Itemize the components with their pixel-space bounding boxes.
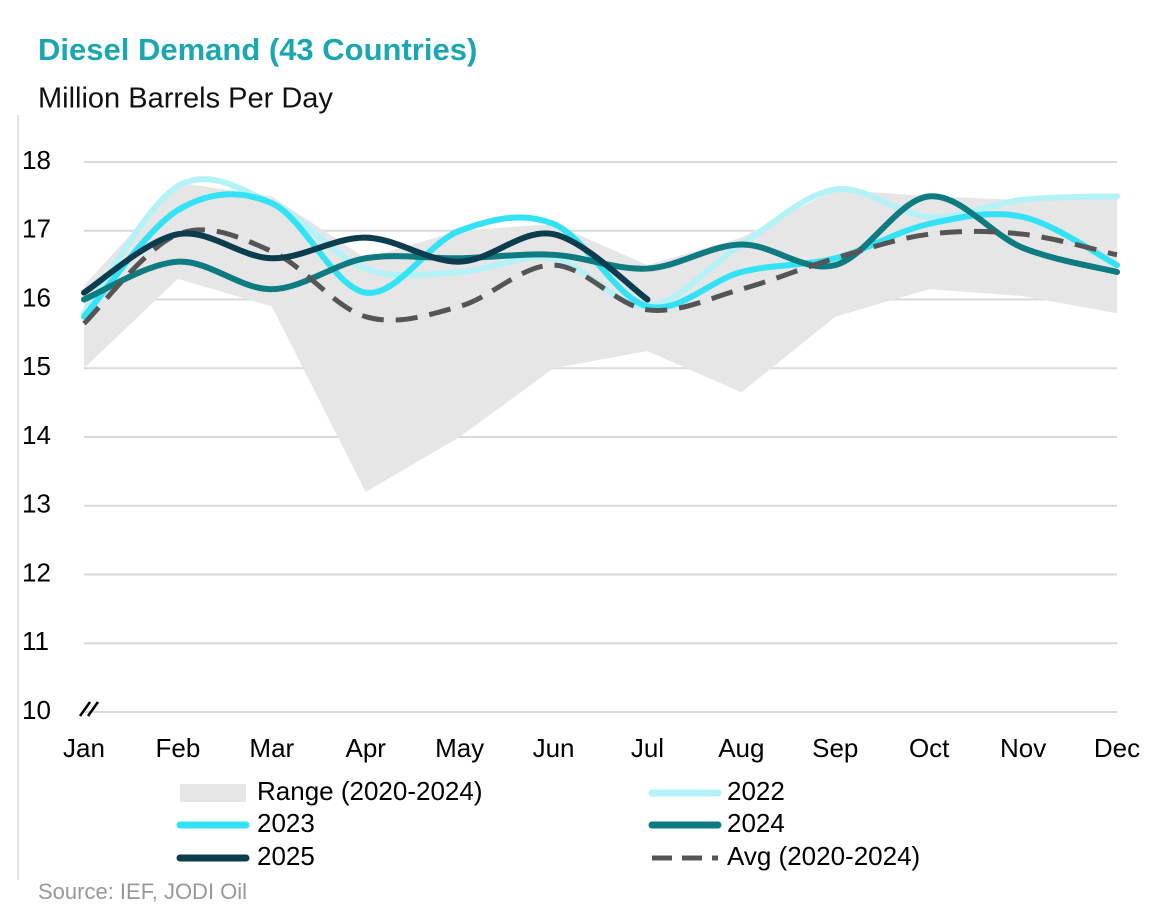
x-tick-label: Nov [1000,733,1046,763]
legend-label: Avg (2020-2024) [727,841,920,871]
x-tick-label: Apr [345,733,386,763]
chart-title: Diesel Demand (43 Countries) [38,32,477,67]
legend: Range (2020-2024) 2022 2023 2024 2025 Avg (20… [176,776,920,871]
axis-break [78,701,100,717]
y-tick-label: 13 [22,489,51,519]
legend-label: 2025 [257,841,315,871]
source-note: Source: IEF, JODI Oil [38,879,247,904]
y-tick-label: 17 [22,214,51,244]
chart-subtitle: Million Barrels Per Day [38,83,333,115]
y-tick-label: 14 [22,420,51,450]
y-tick-label: 16 [22,282,51,312]
x-tick-label: Jul [631,733,664,763]
series-line [81,230,651,303]
x-tick-label: Dec [1094,733,1140,763]
x-tick-label: May [435,733,484,763]
y-tick-label: 15 [22,351,51,381]
legend-label: 2022 [727,776,785,806]
legend-label: Range (2020-2024) [257,776,483,806]
y-tick-label: 10 [22,695,51,725]
y-tick-label: 11 [22,626,49,656]
x-tick-label: Feb [156,733,201,763]
x-tick-label: Sep [812,733,858,763]
plot-area [81,176,1120,492]
y-tick-label: 18 [22,145,51,175]
x-tick-label: Jun [533,733,575,763]
grid: 10 11 12 13 14 15 16 17 18 Jan Feb Mar Apr May Jun Jul A… [22,145,1140,763]
x-tick-label: Aug [718,733,764,763]
y-tick-label: 12 [22,557,51,587]
legend-label: 2023 [257,808,315,838]
x-tick-label: Mar [249,733,294,763]
range-area [84,182,1117,492]
x-tick-label: Oct [909,733,950,763]
legend-label: 2024 [727,808,785,838]
legend-swatch [180,784,246,802]
x-tick-label: Jan [63,733,105,763]
